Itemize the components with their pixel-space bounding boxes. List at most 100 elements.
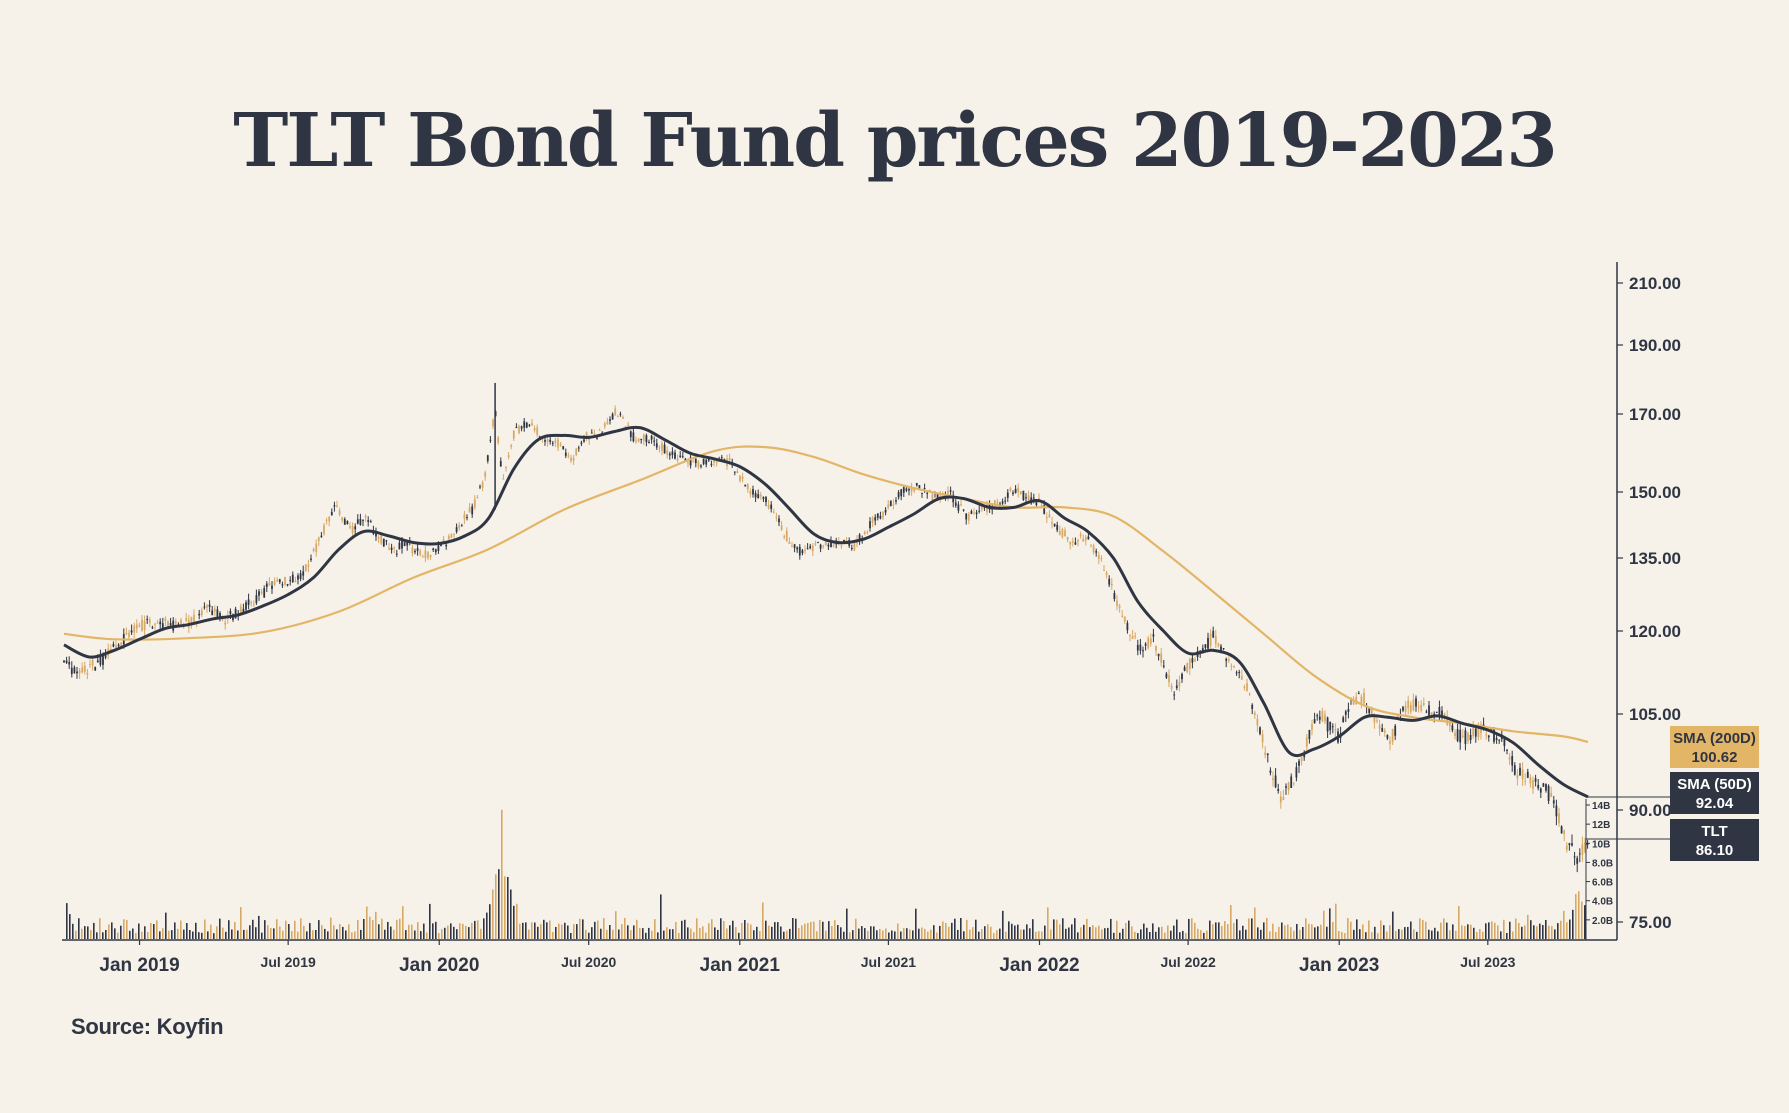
volume-bar	[960, 918, 962, 939]
candle-body	[359, 519, 362, 525]
volume-bar	[360, 929, 362, 939]
candle-body	[219, 613, 221, 617]
candle-body	[1090, 544, 1092, 546]
volume-bar	[1218, 922, 1220, 939]
volume-bar	[1095, 927, 1097, 939]
candle-body	[375, 532, 377, 537]
volume-bar	[1554, 929, 1556, 939]
candle-body	[1298, 760, 1300, 766]
candle-body	[86, 673, 89, 675]
candle-body	[473, 499, 476, 508]
volume-bar	[366, 906, 368, 939]
candle-body	[1103, 570, 1105, 571]
volume-bar	[1077, 932, 1079, 939]
volume-bar	[1119, 932, 1121, 939]
candle-body	[1539, 788, 1542, 793]
volume-bar	[576, 924, 578, 939]
candle-body	[1490, 728, 1493, 730]
candle-body	[398, 542, 401, 550]
volume-bar	[528, 929, 530, 939]
candle-body	[1134, 635, 1137, 637]
volume-bar	[246, 929, 248, 939]
candle-body	[819, 544, 822, 549]
candle-body	[1469, 735, 1472, 740]
candle-body	[1277, 789, 1280, 791]
volume-bar	[1443, 918, 1445, 939]
candle-body	[1012, 492, 1014, 494]
price-tag-label: SMA (50D)	[1677, 776, 1751, 793]
volume-bar	[1278, 926, 1280, 939]
candle-body	[1097, 555, 1100, 559]
candle-body	[151, 627, 154, 629]
candle-body	[609, 419, 611, 421]
volume-bar	[1188, 918, 1190, 939]
candle-body	[832, 544, 835, 547]
candle-body	[554, 440, 557, 443]
volume-bar	[915, 908, 917, 939]
x-tick-label: Jan 2021	[700, 955, 781, 976]
candle-body	[1092, 545, 1095, 553]
candle-body	[1009, 488, 1012, 491]
volume-bar	[1200, 930, 1202, 939]
volume-bar	[1551, 926, 1553, 939]
volume-bar	[987, 924, 989, 939]
volume-bar	[135, 932, 137, 939]
volume-bar	[1035, 931, 1037, 939]
candle-body	[736, 471, 739, 474]
volume-bar	[1242, 925, 1244, 939]
candle-body	[112, 644, 115, 647]
candle-body	[286, 584, 289, 586]
volume-bar	[1104, 928, 1106, 939]
candle-body	[692, 461, 695, 463]
candle-body	[895, 500, 897, 502]
candle-body	[427, 552, 429, 558]
candle-body	[1035, 501, 1038, 505]
candle-body	[1019, 491, 1022, 494]
volume-bar	[789, 928, 791, 939]
volume-bar	[342, 926, 344, 939]
volume-bar	[582, 919, 584, 939]
volume-bar	[591, 927, 593, 939]
candle-body	[1251, 704, 1254, 709]
candle-body	[1100, 558, 1103, 560]
volume-bar	[102, 932, 104, 939]
volume-bar	[354, 931, 356, 939]
candle-body	[741, 476, 744, 479]
candle-body	[229, 611, 232, 614]
volume-bar	[1479, 929, 1481, 939]
candle-body	[104, 655, 107, 658]
candle-body	[68, 662, 71, 665]
volume-bar	[474, 920, 476, 939]
volume-bar	[204, 919, 206, 939]
volume-bar	[1179, 932, 1181, 939]
candle-body	[1513, 765, 1516, 775]
candle-body	[921, 492, 923, 494]
volume-bar	[444, 927, 446, 939]
candle-body	[1386, 734, 1389, 739]
volume-bar	[678, 932, 680, 939]
volume-bar	[1368, 920, 1370, 939]
volume-bar	[249, 925, 251, 939]
candle-body	[557, 439, 559, 448]
volume-bar	[294, 920, 296, 939]
volume-bar	[1392, 911, 1394, 939]
candle-body	[390, 547, 393, 550]
volume-bar	[1251, 918, 1253, 939]
candle-body	[1079, 534, 1082, 536]
candle-body	[1266, 753, 1269, 755]
candle-body	[1415, 698, 1417, 707]
candle-body	[419, 550, 422, 555]
candle-body	[806, 548, 809, 550]
volume-bar	[801, 925, 803, 939]
volume-bar	[1548, 925, 1550, 939]
candle-body	[853, 542, 856, 551]
candle-body	[1578, 853, 1581, 855]
candle-body	[1220, 646, 1222, 653]
volume-bar	[318, 920, 320, 939]
candle-body	[1261, 734, 1264, 743]
candle-body	[1355, 696, 1358, 704]
volume-bar	[1440, 922, 1442, 939]
candle-body	[778, 518, 780, 523]
candle-body	[684, 458, 687, 462]
candle-body	[1376, 720, 1378, 722]
